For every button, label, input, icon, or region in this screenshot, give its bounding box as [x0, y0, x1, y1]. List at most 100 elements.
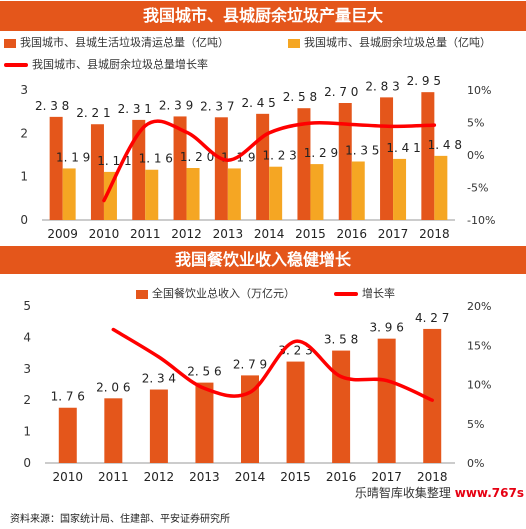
bar: [195, 382, 214, 463]
x-tick-label: 2016: [336, 227, 367, 241]
data-label: 1. 1 6: [139, 152, 173, 166]
y2-tick-label: 5%: [467, 117, 484, 130]
x-tick-label: 2014: [235, 470, 266, 484]
data-label: 1. 2 0: [180, 150, 214, 164]
bar: [377, 338, 396, 463]
x-tick-label: 2012: [144, 470, 175, 484]
data-label: 2. 3 8: [35, 99, 69, 113]
growth-line: [111, 327, 434, 402]
legend-swatch-orange: [136, 289, 148, 299]
data-label: 1. 2 3: [262, 149, 296, 163]
chart-1-legend-bar2: 我国城市、县城厨余垃圾总量（亿吨）: [288, 34, 491, 50]
y2-tick-label: 15%: [467, 339, 491, 352]
x-tick-label: 2010: [89, 227, 120, 241]
data-label: 1. 3 5: [345, 144, 379, 158]
x-tick-label: 2013: [189, 470, 220, 484]
y2-tick-label: -10%: [467, 214, 495, 227]
y2-tick-label: 0%: [467, 149, 484, 162]
y2-tick-label: 10%: [467, 84, 491, 97]
chart-2-legend-line: 增长率: [334, 285, 395, 301]
y-tick-label: 5: [23, 299, 31, 313]
watermark-text: 乐晴智库收集整理: [354, 486, 451, 500]
data-label: 2. 0 6: [96, 380, 130, 394]
data-label: 2. 2 1: [76, 106, 110, 120]
source-note: 资料来源：国家统计局、住建部、平安证券研究所: [10, 514, 230, 525]
y-tick-label: 1: [20, 170, 28, 184]
legend-label: 增长率: [362, 287, 395, 300]
chart-1-legend-line: 我国城市、县城厨余垃圾总量增长率: [4, 56, 208, 72]
bar: [62, 168, 76, 220]
bar: [186, 168, 200, 220]
bar: [393, 158, 407, 220]
y-tick-label: 2: [20, 126, 28, 140]
bar: [351, 161, 365, 220]
chart-1-title: 我国城市、县城厨余垃圾产量巨大: [0, 1, 526, 31]
bar: [149, 389, 168, 463]
data-label: 1. 2 9: [304, 146, 338, 160]
legend-swatch-yellow: [288, 38, 300, 48]
y2-tick-label: 0%: [467, 457, 484, 470]
bar: [104, 398, 123, 463]
y2-tick-label: 20%: [467, 300, 491, 313]
x-tick-label: 2012: [171, 227, 202, 241]
bar: [256, 113, 270, 220]
data-label: 2. 9 5: [407, 74, 441, 88]
x-tick-label: 2011: [98, 470, 129, 484]
bar: [286, 361, 305, 463]
y-tick-label: 4: [23, 330, 31, 344]
legend-swatch-orange: [4, 38, 16, 48]
bar: [132, 119, 146, 220]
data-label: 2. 3 7: [200, 99, 234, 113]
data-label: 2. 3 1: [118, 102, 152, 116]
y-tick-label: 0: [23, 456, 31, 470]
x-tick-label: 2011: [130, 227, 161, 241]
data-label: 2. 3 9: [159, 98, 193, 112]
data-label: 1. 7 6: [51, 390, 85, 404]
legend-swatch-line: [334, 292, 358, 296]
watermark: 乐晴智库收集整理 www.767s: [355, 484, 524, 501]
bar: [297, 108, 311, 220]
y-tick-label: 3: [23, 362, 31, 376]
y-tick-label: 0: [20, 213, 28, 227]
legend-label: 我国城市、县城厨余垃圾总量增长率: [32, 58, 208, 71]
legend-label: 我国城市、县城厨余垃圾总量（亿吨）: [304, 36, 491, 49]
data-label: 2. 5 8: [283, 90, 317, 104]
x-tick-label: 2015: [280, 470, 311, 484]
y-tick-label: 3: [20, 83, 28, 97]
bar: [227, 168, 241, 220]
chart-2: 0 1 2 3 4 5 0% 5% 10% 15% 20% 1. 7 6 2010 2. 0 6 2011 2…: [23, 299, 491, 484]
y2-tick-label: 5%: [467, 418, 484, 431]
data-label: 3. 5 8: [324, 333, 358, 347]
data-label: 2. 8 3: [365, 79, 399, 93]
bar: [241, 375, 259, 463]
x-tick-label: 2018: [419, 227, 450, 241]
data-label: 4. 2 7: [415, 311, 449, 325]
x-tick-label: 2009: [47, 227, 78, 241]
data-label: 2. 5 6: [187, 365, 221, 379]
x-tick-label: 2017: [378, 227, 409, 241]
x-tick-label: 2015: [295, 227, 326, 241]
data-label: 2. 7 9: [233, 357, 267, 371]
y2-tick-label: -5%: [467, 182, 488, 195]
y-tick-label: 1: [23, 425, 31, 439]
data-label: 1. 4 1: [386, 141, 420, 155]
bar: [338, 103, 352, 220]
bar: [49, 116, 63, 220]
x-tick-label: 2014: [254, 227, 285, 241]
data-label: 1. 4 8: [428, 138, 462, 152]
chart-1: 0 1 2 3 -10% -5% 0% 5% 10% 2. 3 8 1. 1 9 2009 2. 2 1…: [20, 74, 495, 241]
legend-label: 我国城市、县城生活垃圾清运总量（亿吨）: [20, 36, 229, 49]
x-tick-label: 2013: [213, 227, 244, 241]
y-tick-label: 2: [23, 393, 31, 407]
growth-line: [102, 119, 437, 203]
bar: [214, 117, 228, 220]
bar: [380, 97, 394, 220]
data-label: 3. 9 6: [369, 321, 403, 335]
data-label: 1. 1 9: [56, 150, 90, 164]
bar: [423, 328, 442, 463]
bar: [332, 350, 351, 463]
data-label: 2. 3 4: [142, 372, 176, 386]
data-label: 2. 4 5: [241, 96, 275, 110]
legend-label: 全国餐饮业总收入（万亿元）: [152, 287, 295, 300]
bar: [269, 166, 283, 220]
